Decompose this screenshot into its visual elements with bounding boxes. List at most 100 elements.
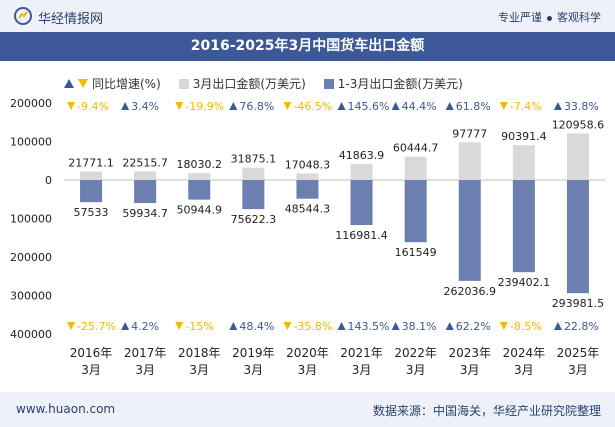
growth-monthly-label: -7.4% bbox=[510, 100, 542, 113]
cumulative-bar bbox=[512, 180, 535, 273]
monthly-value-label: 90391.4 bbox=[501, 130, 547, 143]
bar-chart: 200000 100000 0 100000 200000 300000 400000 217… bbox=[10, 97, 605, 377]
triangle-up-icon bbox=[391, 322, 400, 330]
triangle-down-icon bbox=[175, 102, 184, 110]
cumulative-bar bbox=[80, 180, 103, 203]
x-category-label: 3月 bbox=[135, 363, 155, 377]
legend-monthly-swatch bbox=[178, 78, 189, 89]
growth-cumulative-label: 38.1% bbox=[402, 320, 437, 333]
x-category-label: 3月 bbox=[460, 363, 480, 377]
triangle-up-icon bbox=[229, 102, 238, 110]
slogan: 专业严谨 客观科学 bbox=[498, 9, 601, 25]
monthly-bar bbox=[566, 133, 589, 180]
triangle-up-icon bbox=[445, 102, 454, 110]
legend: 同比增速(%) 3月出口金额(万美元) 1-3月出口金额(万美元) bbox=[64, 75, 475, 92]
brand-name: 华经情报网 bbox=[38, 12, 104, 27]
legend-cumulative-label: 1-3月出口金额(万美元) bbox=[337, 77, 463, 91]
triangle-up-icon bbox=[121, 322, 130, 330]
growth-monthly-label: 76.8% bbox=[239, 100, 274, 113]
y-tick-label: 100000 bbox=[10, 136, 52, 149]
legend-growth: 同比增速(%) bbox=[64, 75, 161, 92]
x-category-label: 2020年 bbox=[286, 346, 329, 360]
footer: www.huaon.com 数据来源：中国海关，华经产业研究院整理 bbox=[0, 392, 615, 427]
growth-cumulative-label: 4.2% bbox=[131, 320, 159, 333]
legend-monthly-label: 3月出口金额(万美元) bbox=[192, 77, 306, 91]
y-tick-label: 100000 bbox=[10, 213, 52, 226]
monthly-value-label: 41863.9 bbox=[339, 149, 385, 162]
monthly-bar bbox=[350, 163, 373, 180]
x-category-label: 2022年 bbox=[394, 346, 437, 360]
monthly-bar bbox=[404, 156, 427, 180]
cumulative-value-label: 239402.1 bbox=[498, 276, 551, 289]
legend-cumulative-swatch bbox=[323, 78, 334, 89]
y-tick-label: 200000 bbox=[10, 251, 52, 264]
logo-icon bbox=[14, 7, 32, 25]
cumulative-bar bbox=[296, 180, 319, 199]
cumulative-value-label: 262036.9 bbox=[444, 285, 497, 298]
growth-cumulative-label: -8.5% bbox=[510, 320, 542, 333]
triangle-down-icon bbox=[67, 102, 76, 110]
x-category-label: 2017年 bbox=[124, 346, 167, 360]
cumulative-bar bbox=[350, 180, 373, 226]
cumulative-bar bbox=[242, 180, 265, 210]
triangle-down-icon bbox=[175, 322, 184, 330]
legend-cumulative: 1-3月出口金额(万美元) bbox=[323, 75, 463, 92]
triangle-down-icon bbox=[499, 322, 508, 330]
monthly-value-label: 18030.2 bbox=[177, 158, 223, 171]
x-category-label: 2023年 bbox=[448, 346, 491, 360]
footer-source: 数据来源：中国海关，华经产业研究院整理 bbox=[372, 404, 601, 418]
cumulative-value-label: 293981.5 bbox=[552, 297, 605, 310]
x-category-label: 2025年 bbox=[557, 346, 600, 360]
triangle-up-icon bbox=[391, 102, 400, 110]
triangle-down-icon bbox=[499, 102, 508, 110]
monthly-bar bbox=[134, 171, 157, 180]
slogan-left: 专业严谨 bbox=[498, 11, 542, 24]
dot-icon bbox=[547, 15, 552, 21]
triangle-up-icon bbox=[553, 102, 562, 110]
growth-cumulative-label: -25.7% bbox=[77, 320, 116, 333]
cumulative-value-label: 50944.9 bbox=[177, 204, 223, 217]
triangle-up-icon bbox=[121, 102, 130, 110]
growth-monthly-label: -46.5% bbox=[293, 100, 332, 113]
growth-cumulative-label: 62.2% bbox=[456, 320, 491, 333]
chart-title: 2016-2025年3月中国货车出口金额 bbox=[0, 32, 615, 61]
triangle-down-icon bbox=[67, 322, 76, 330]
monthly-value-label: 31875.1 bbox=[231, 153, 277, 166]
growth-monthly-label: -19.9% bbox=[185, 100, 224, 113]
cumulative-value-label: 59934.7 bbox=[122, 207, 168, 220]
cumulative-value-label: 48544.3 bbox=[285, 203, 331, 216]
x-category-label: 2016年 bbox=[70, 346, 113, 360]
monthly-value-label: 21771.1 bbox=[68, 157, 114, 170]
legend-growth-label: 同比增速(%) bbox=[92, 77, 161, 91]
y-tick-label: 400000 bbox=[10, 328, 52, 341]
triangle-up-icon bbox=[64, 79, 74, 88]
monthly-bar bbox=[512, 145, 535, 180]
growth-cumulative-label: -15% bbox=[185, 320, 213, 333]
monthly-bar bbox=[188, 173, 211, 180]
growth-cumulative-label: 48.4% bbox=[239, 320, 274, 333]
cumulative-value-label: 57533 bbox=[74, 206, 109, 219]
x-category-label: 3月 bbox=[81, 363, 101, 377]
triangle-up-icon bbox=[337, 102, 346, 110]
slogan-right: 客观科学 bbox=[557, 11, 601, 24]
growth-monthly-label: -9.4% bbox=[77, 100, 109, 113]
monthly-bar bbox=[242, 167, 265, 180]
monthly-bar bbox=[80, 171, 103, 180]
x-category-label: 2018年 bbox=[178, 346, 221, 360]
cumulative-value-label: 75622.3 bbox=[231, 213, 277, 226]
cumulative-value-label: 161549 bbox=[395, 246, 437, 259]
monthly-value-label: 22515.7 bbox=[122, 156, 168, 169]
cumulative-bar bbox=[188, 180, 211, 200]
growth-cumulative-label: -35.8% bbox=[293, 320, 332, 333]
footer-site: www.huaon.com bbox=[16, 402, 116, 416]
y-tick-label: 0 bbox=[45, 174, 52, 187]
cumulative-bar bbox=[566, 180, 589, 294]
x-category-label: 2019年 bbox=[232, 346, 275, 360]
cumulative-value-label: 116981.4 bbox=[335, 229, 388, 242]
x-category-label: 3月 bbox=[244, 363, 264, 377]
x-category-label: 3月 bbox=[514, 363, 534, 377]
monthly-value-label: 120958.6 bbox=[552, 118, 605, 131]
triangle-up-icon bbox=[229, 322, 238, 330]
monthly-value-label: 17048.3 bbox=[285, 158, 331, 171]
triangle-down-icon bbox=[283, 102, 292, 110]
